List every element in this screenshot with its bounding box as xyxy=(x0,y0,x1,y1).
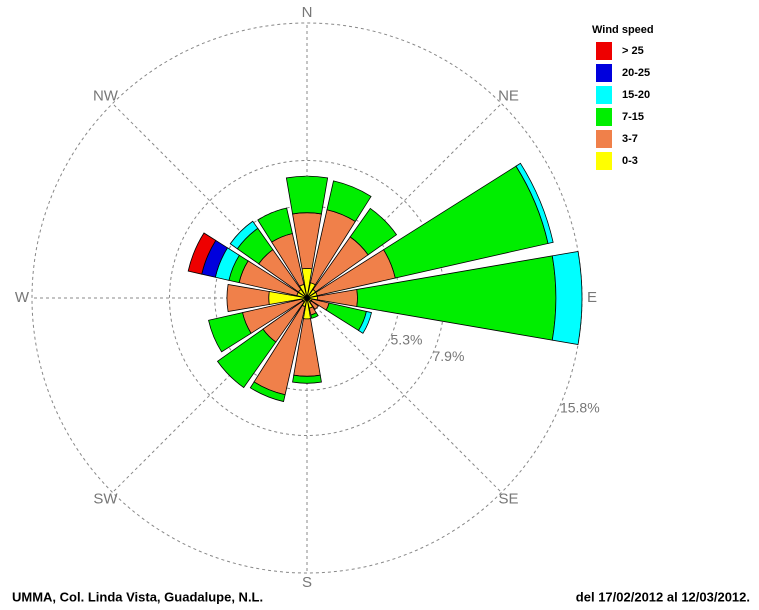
spoke xyxy=(112,297,308,493)
spoke xyxy=(306,297,502,493)
legend-title: Wind speed xyxy=(592,24,654,36)
wedges xyxy=(187,162,583,403)
wedge xyxy=(515,162,554,244)
legend-swatch xyxy=(596,64,612,82)
direction-label: NW xyxy=(93,87,119,104)
ring-label: 15.8% xyxy=(560,400,600,416)
wedge xyxy=(285,175,329,215)
direction-label: N xyxy=(302,4,313,21)
legend-swatch xyxy=(596,86,612,104)
wedge xyxy=(208,312,252,353)
spoke xyxy=(112,103,308,299)
direction-label: SE xyxy=(499,490,519,507)
legend-swatch xyxy=(596,130,612,148)
legend-swatch xyxy=(596,152,612,170)
wedge xyxy=(551,250,583,346)
spoke xyxy=(306,103,502,299)
wedge xyxy=(309,300,319,310)
wedge xyxy=(310,312,319,319)
direction-label: S xyxy=(302,574,312,591)
labels: 5.3% 7.9% 15.8% N NE E SE S SW W NW xyxy=(15,4,600,591)
wedge xyxy=(216,328,277,389)
direction-label: E xyxy=(587,289,597,306)
legend-label: 3-7 xyxy=(622,133,638,145)
ring-label: 5.3% xyxy=(391,331,423,347)
legend-label: > 25 xyxy=(622,45,644,57)
wedge xyxy=(292,374,322,384)
legend-swatch xyxy=(596,42,612,60)
ring-label: 7.9% xyxy=(432,348,464,364)
legend-label: 20-25 xyxy=(622,67,650,79)
legend-swatch xyxy=(596,108,612,126)
wedge xyxy=(357,310,372,334)
wedge xyxy=(257,207,293,243)
legend-label: 0-3 xyxy=(622,155,638,167)
direction-label: SW xyxy=(93,490,118,507)
wedge xyxy=(226,283,270,313)
wedge xyxy=(187,232,217,275)
legend-label: 15-20 xyxy=(622,89,650,101)
legend-label: 7-15 xyxy=(622,111,644,123)
wedge xyxy=(349,207,398,256)
direction-label: NE xyxy=(498,87,519,104)
footer-left: UMMA, Col. Linda Vista, Guadalupe, N.L. xyxy=(12,589,263,604)
wedge xyxy=(229,220,259,250)
direction-label: W xyxy=(15,289,30,306)
footer-right: del 17/02/2012 al 12/03/2012. xyxy=(576,589,750,604)
